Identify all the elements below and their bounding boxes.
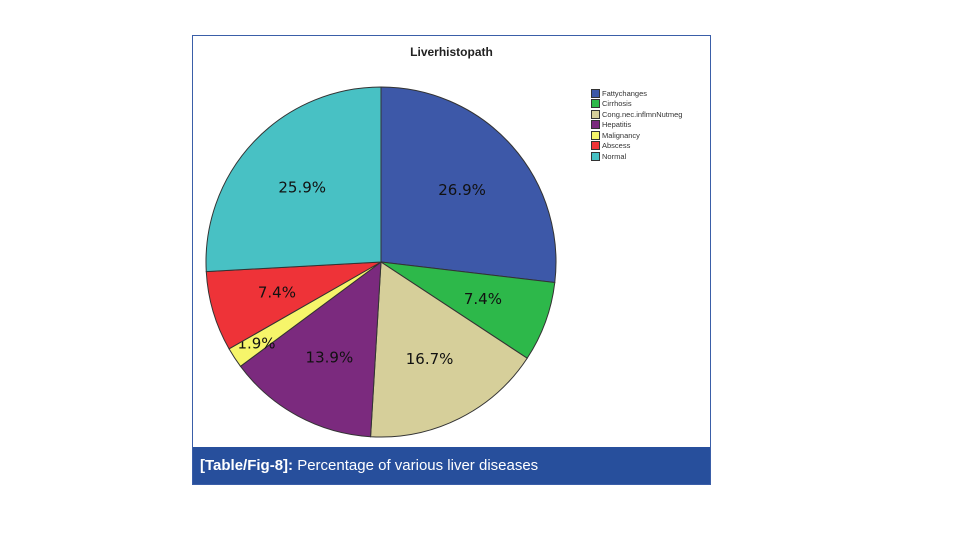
pie-slice-cong-nec-inflmnnutmeg xyxy=(370,261,528,438)
data-label: 16.7% xyxy=(406,350,454,368)
figure-frame: Liverhistopath 26.9% 7.4% 16.7% 13.9% 1.9% 7.… xyxy=(192,35,711,485)
legend-item: Abscess xyxy=(591,141,682,152)
legend-label: Fattychanges xyxy=(602,88,648,98)
legend-item: Hepatitis xyxy=(591,120,682,131)
caption-text: Percentage of various liver diseases xyxy=(293,457,539,474)
data-label: 25.9% xyxy=(278,178,326,196)
data-label: 26.9% xyxy=(438,181,486,199)
legend-swatch xyxy=(591,151,600,161)
legend-swatch xyxy=(591,120,600,130)
legend-label: Cong.nec.inflmnNutmeg xyxy=(602,109,683,119)
legend-item: Normal xyxy=(591,151,682,162)
legend-item: Cirrhosis xyxy=(591,99,682,110)
legend-swatch xyxy=(591,130,600,140)
legend-swatch xyxy=(591,88,600,98)
data-label: 13.9% xyxy=(306,348,354,366)
legend-label: Normal xyxy=(602,151,627,161)
legend-label: Hepatitis xyxy=(602,120,632,130)
data-label: 7.4% xyxy=(464,290,502,308)
legend: Fattychanges Cirrhosis Cong.nec.inflmnNutm… xyxy=(591,88,682,162)
pie-slice-fattychanges xyxy=(380,86,557,284)
legend-item: Cong.nec.inflmnNutmeg xyxy=(591,109,682,120)
legend-swatch xyxy=(591,141,600,151)
pie-slice-hepatitis xyxy=(239,260,382,438)
caption-label: [Table/Fig-8]: xyxy=(200,457,294,474)
legend-label: Malignancy xyxy=(602,130,640,140)
pie-chart: 26.9%7.4%16.7%13.9%1.9%7.4%25.9% xyxy=(205,86,557,438)
figure-caption: [Table/Fig-8]: Percentage of various liv… xyxy=(193,447,710,484)
legend-item: Fattychanges xyxy=(591,88,682,99)
chart-title: Liverhistopath xyxy=(410,45,493,59)
legend-item: Malignancy xyxy=(591,130,682,141)
legend-label: Cirrhosis xyxy=(602,99,632,109)
legend-swatch xyxy=(591,99,600,109)
legend-swatch xyxy=(591,109,600,119)
data-label: 7.4% xyxy=(258,284,296,302)
legend-label: Abscess xyxy=(602,141,631,151)
pie-slice-normal xyxy=(205,86,382,273)
